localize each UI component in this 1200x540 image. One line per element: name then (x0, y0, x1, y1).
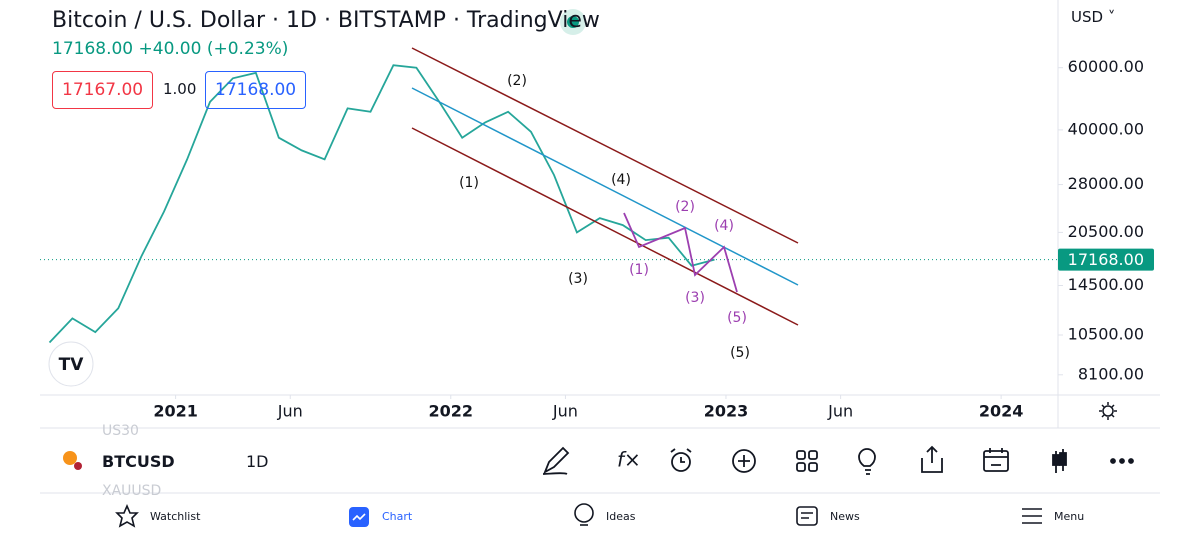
y-tick-label: 8100.00 (1078, 364, 1144, 383)
x-tick-label: 2022 (429, 402, 474, 421)
y-tick-label: 28000.00 (1068, 174, 1144, 193)
nav-icons[interactable] (115, 503, 1042, 528)
sell-button[interactable]: 17167.00 (52, 71, 154, 109)
y-tick-label: 10500.00 (1068, 324, 1144, 343)
logo (48, 341, 94, 387)
coin-icon (63, 451, 77, 465)
change: +40.00 (+0.23%) (138, 39, 289, 59)
y-tick-label: 20500.00 (1068, 222, 1144, 241)
x-tick-label: 2021 (153, 402, 198, 421)
nav-watchlist[interactable]: Watchlist (150, 510, 201, 523)
wave-label: (3) (568, 271, 588, 287)
channel-lower (411, 127, 799, 326)
settings-icon[interactable] (1099, 402, 1117, 420)
chart-title: Bitcoin / U.S. Dollar · 1D · BITSTAMP · … (52, 8, 600, 33)
x-tick-label: Jun (277, 402, 303, 421)
y-tick-label: 40000.00 (1068, 119, 1144, 138)
price-line (48, 64, 715, 344)
wave-label: (4) (611, 172, 631, 188)
wave-label: (1) (459, 175, 479, 191)
symbol-above: US30 (102, 423, 139, 439)
wave-label: (5) (727, 310, 747, 326)
nav-menu[interactable]: Menu (1054, 510, 1085, 523)
interval[interactable]: 1D (246, 452, 269, 471)
channel-upper (411, 47, 799, 244)
currency: USD (1071, 8, 1104, 26)
channel-mid (411, 87, 799, 286)
spread: 1.00 (163, 80, 197, 98)
svg-text:f×: f× (617, 448, 641, 472)
last-price: 17168.00 +40.00 (+0.23%) (52, 39, 288, 59)
flag-icon (74, 462, 82, 470)
last-price-label: 17168.00 (1068, 250, 1144, 269)
x-tick-label: Jun (827, 402, 853, 421)
x-tick-label: 2023 (704, 402, 749, 421)
price: 17168.00 (52, 39, 134, 59)
y-tick-label: 14500.00 (1068, 275, 1144, 294)
wave-label: (1) (629, 262, 649, 278)
x-tick-label: 2024 (979, 402, 1024, 421)
nav-chart[interactable]: Chart (382, 510, 413, 523)
currency-select[interactable]: USD ˅ (1071, 8, 1116, 26)
x-tick-label: Jun (552, 402, 578, 421)
buy-button[interactable]: 17168.00 (205, 71, 307, 109)
wave-label: (4) (714, 218, 734, 234)
wave-label: (5) (730, 345, 750, 361)
toolbar-icons[interactable]: f× (542, 445, 1134, 475)
y-tick-label: 60000.00 (1068, 57, 1144, 76)
wave-label: (2) (507, 73, 527, 89)
nav-ideas[interactable]: Ideas (606, 510, 636, 523)
nav-news[interactable]: News (830, 510, 860, 523)
symbol-below: XAUUSD (102, 483, 162, 499)
symbol[interactable]: BTCUSD (102, 452, 175, 471)
wave-path (623, 212, 738, 293)
wave-label: (2) (675, 199, 695, 215)
logo-mark: TV (59, 355, 85, 375)
status-dot (567, 16, 579, 28)
last-price-tag (1058, 248, 1154, 271)
wave-label: (3) (685, 290, 705, 306)
